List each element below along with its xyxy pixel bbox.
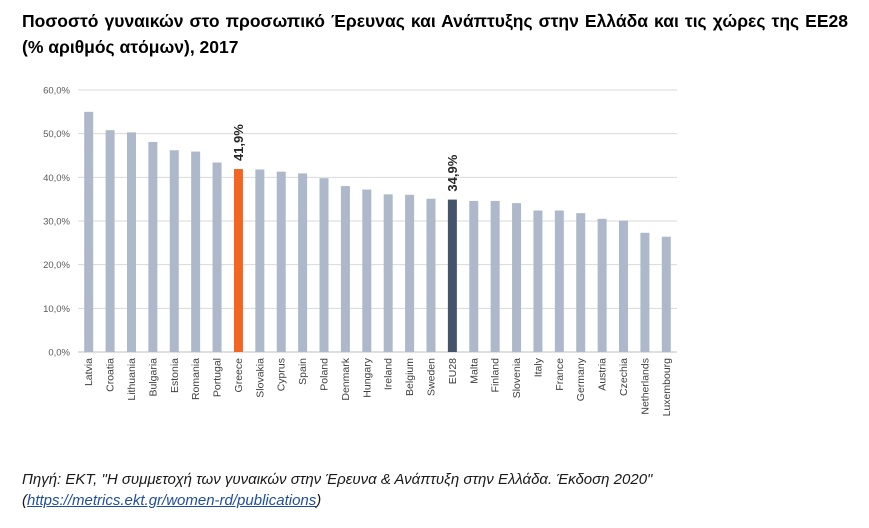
y-tick-label: 10,0% bbox=[43, 304, 70, 315]
bar-croatia bbox=[105, 130, 115, 352]
x-tick-label: Romania bbox=[190, 358, 202, 400]
bar-denmark bbox=[340, 186, 350, 352]
y-axis-tick-labels: 0,0% 10,0% 20,0% 30,0% 40,0% 50,0% 60,0% bbox=[43, 86, 70, 359]
bar-sweden bbox=[426, 198, 436, 352]
x-tick-label: Netherlands bbox=[639, 358, 651, 415]
bar-austria bbox=[597, 218, 607, 352]
x-tick-label: Belgium bbox=[404, 358, 416, 396]
x-tick-label: EU28 bbox=[447, 358, 459, 384]
bar-hungary bbox=[362, 189, 372, 352]
x-tick-label: Lithuania bbox=[126, 358, 138, 401]
bar-france bbox=[554, 210, 564, 352]
x-tick-label: Estonia bbox=[169, 358, 181, 393]
x-tick-label: Bulgaria bbox=[147, 358, 159, 397]
y-tick-label: 40,0% bbox=[43, 173, 70, 184]
source-note: Πηγή: ΕΚΤ, "Η συμμετοχή των γυναικών στη… bbox=[22, 469, 862, 511]
x-tick-label: Ireland bbox=[383, 358, 395, 390]
y-tick-label: 60,0% bbox=[43, 86, 70, 97]
bar-slovakia bbox=[255, 169, 265, 352]
x-tick-label: Poland bbox=[319, 358, 331, 391]
source-link-line: (https://metrics.ekt.gr/women-rd/publica… bbox=[22, 490, 862, 511]
source-link[interactable]: https://metrics.ekt.gr/women-rd/publicat… bbox=[27, 492, 317, 509]
x-tick-label: Hungary bbox=[361, 357, 373, 397]
bar-romania bbox=[191, 151, 201, 352]
y-tick-label: 0,0% bbox=[48, 348, 70, 359]
source-text: Πηγή: ΕΚΤ, "Η συμμετοχή των γυναικών στη… bbox=[22, 471, 653, 488]
bar-netherlands bbox=[640, 232, 650, 352]
x-tick-label: France bbox=[554, 358, 566, 391]
x-tick-label: Denmark bbox=[340, 357, 352, 400]
chart-title: Ποσοστό γυναικών στο προσωπικό Έρευνας κ… bbox=[22, 11, 848, 57]
gridlines bbox=[78, 89, 677, 353]
bar-bulgaria bbox=[148, 141, 158, 352]
bar-portugal bbox=[212, 162, 222, 352]
paren-open: ( bbox=[22, 492, 27, 509]
x-axis-tick-labels: Latvia Croatia Lithuania Bulgaria Estonia Rom… bbox=[83, 357, 673, 416]
bar-latvia bbox=[84, 111, 94, 352]
x-tick-label: Slovenia bbox=[511, 358, 523, 398]
x-tick-label: Cyprus bbox=[276, 358, 288, 391]
y-tick-label: 20,0% bbox=[43, 260, 70, 271]
bar-poland bbox=[319, 178, 329, 352]
bar-lithuania bbox=[126, 132, 136, 352]
x-tick-label: Slovakia bbox=[254, 358, 266, 398]
bars bbox=[84, 111, 671, 352]
x-tick-label: Finland bbox=[490, 358, 502, 393]
bar-estonia bbox=[169, 150, 179, 352]
data-label-greece: 41,9% bbox=[231, 124, 246, 161]
data-labels: 41,9% 34,9% bbox=[231, 124, 460, 192]
y-tick-label: 50,0% bbox=[43, 129, 70, 140]
bar-germany bbox=[576, 213, 586, 352]
bar-slovenia bbox=[512, 203, 522, 352]
bar-spain bbox=[298, 173, 308, 352]
x-tick-label: Italy bbox=[532, 357, 544, 377]
bar-greece bbox=[233, 169, 243, 352]
x-tick-label: Malta bbox=[468, 358, 480, 384]
x-tick-label: Sweden bbox=[425, 358, 437, 396]
bar-cyprus bbox=[276, 171, 286, 352]
x-tick-label: Czechia bbox=[618, 358, 630, 396]
x-tick-label: Croatia bbox=[105, 358, 117, 392]
x-tick-label: Luxembourg bbox=[661, 358, 673, 417]
y-tick-label: 30,0% bbox=[43, 217, 70, 228]
x-tick-label: Germany bbox=[575, 357, 587, 401]
data-label-eu28: 34,9% bbox=[445, 154, 460, 191]
bar-ireland bbox=[383, 194, 393, 352]
bar-eu28 bbox=[447, 199, 457, 352]
bar-finland bbox=[490, 200, 500, 352]
paren-close: ) bbox=[316, 492, 322, 509]
bar-belgium bbox=[405, 194, 415, 352]
x-tick-label: Spain bbox=[297, 358, 309, 385]
x-tick-label: Latvia bbox=[83, 358, 95, 386]
bar-malta bbox=[469, 200, 479, 352]
bar-czechia bbox=[619, 220, 629, 352]
x-tick-label: Greece bbox=[233, 358, 245, 393]
bar-luxembourg bbox=[661, 236, 671, 352]
bar-italy bbox=[533, 210, 543, 352]
x-tick-label: Portugal bbox=[212, 358, 224, 397]
x-tick-label: Austria bbox=[597, 358, 609, 391]
